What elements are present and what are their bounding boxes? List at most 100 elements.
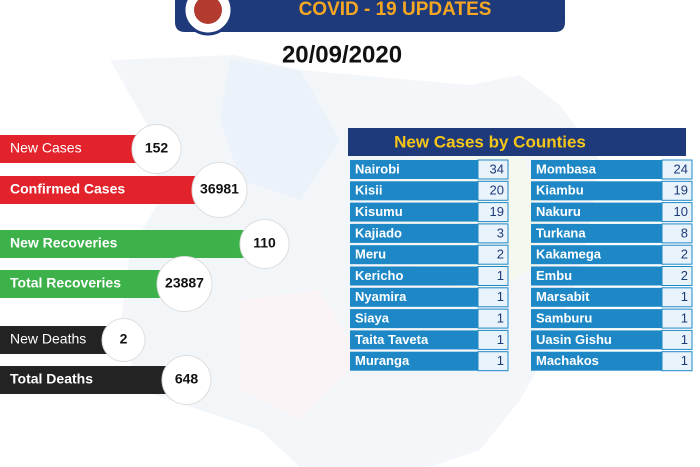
county-name-cell <box>531 351 662 371</box>
county-value-cell <box>477 180 509 201</box>
county-value-cell <box>477 329 509 350</box>
county-name-cell <box>350 160 478 179</box>
county-name-cell <box>350 309 478 329</box>
county-name-cell <box>350 223 478 243</box>
county-name-cell <box>531 202 662 222</box>
header-banner <box>175 0 565 32</box>
county-name: Nyamira <box>355 289 407 304</box>
county-value: 2 <box>681 268 688 283</box>
county-value-cell <box>661 244 693 265</box>
county-value: 1 <box>681 332 688 347</box>
stat-value: 23887 <box>165 275 204 291</box>
county-value-cell <box>661 351 693 372</box>
header-title: COVID - 19 UPDATES <box>299 0 492 20</box>
stat-bar <box>0 270 165 298</box>
county-name: Siaya <box>355 311 390 326</box>
county-value: 1 <box>681 353 688 368</box>
county-value: 2 <box>497 247 504 262</box>
stat-badge <box>191 162 248 218</box>
stat-bar <box>0 366 170 394</box>
county-value: 1 <box>497 268 504 283</box>
stat-label: Confirmed Cases <box>10 181 125 197</box>
county-name: Nakuru <box>536 204 581 219</box>
county-value-cell <box>661 202 693 223</box>
stat-badge <box>101 318 146 362</box>
county-value-cell <box>477 287 509 308</box>
stat-bar <box>0 135 140 163</box>
map-region <box>220 60 340 200</box>
stat-value: 110 <box>253 235 276 251</box>
logo-emblem <box>194 0 222 24</box>
county-value: 1 <box>497 353 504 368</box>
county-value: 1 <box>497 332 504 347</box>
stat-label: New Deaths <box>10 331 86 347</box>
county-name: Samburu <box>536 311 592 326</box>
stat-value: 648 <box>175 371 199 387</box>
county-name-cell <box>531 287 662 307</box>
county-name: Taita Taveta <box>355 332 429 347</box>
county-name: Kisii <box>355 183 382 198</box>
county-name: Marsabit <box>536 289 590 304</box>
stat-badge <box>239 219 290 269</box>
county-value-cell <box>661 308 693 329</box>
county-name: Embu <box>536 268 572 283</box>
stat-value: 2 <box>120 331 128 347</box>
stat-badge <box>156 256 213 312</box>
county-name: Mombasa <box>536 161 597 176</box>
county-name: Kajiado <box>355 225 402 240</box>
county-value: 8 <box>681 225 688 240</box>
county-name-cell <box>531 309 662 329</box>
county-value: 20 <box>490 183 504 198</box>
county-value-cell <box>477 159 509 180</box>
counties-title-bar <box>348 128 686 156</box>
county-value-cell <box>477 308 509 329</box>
county-name: Uasin Gishu <box>536 332 612 347</box>
stat-label: Total Recoveries <box>10 275 121 291</box>
county-value-cell <box>661 329 693 350</box>
county-name: Kakamega <box>536 247 602 262</box>
county-value: 1 <box>681 311 688 326</box>
county-value: 1 <box>497 311 504 326</box>
county-name-cell <box>350 181 478 201</box>
county-name-cell <box>531 223 662 243</box>
county-name-cell <box>350 287 478 307</box>
stat-badge <box>161 355 212 405</box>
stat-bar <box>0 176 200 204</box>
county-value-cell <box>477 202 509 223</box>
stat-label: New Cases <box>10 140 82 156</box>
county-value: 1 <box>497 289 504 304</box>
county-value: 3 <box>497 225 504 240</box>
county-name: Turkana <box>536 225 586 240</box>
stat-value: 152 <box>145 140 169 156</box>
county-value: 19 <box>490 204 504 219</box>
county-name-cell <box>531 330 662 350</box>
stat-bar <box>0 230 248 258</box>
stat-value: 36981 <box>200 181 239 197</box>
stat-bar <box>0 326 110 354</box>
county-name: Nairobi <box>355 161 400 176</box>
county-value-cell <box>661 287 693 308</box>
county-value-cell <box>661 266 693 286</box>
county-value: 2 <box>681 247 688 262</box>
county-value-cell <box>661 223 693 244</box>
county-value: 19 <box>674 183 688 198</box>
stat-label: Total Deaths <box>10 371 93 387</box>
county-value: 1 <box>681 289 688 304</box>
date: 20/09/2020 <box>282 41 402 68</box>
county-name-cell <box>531 245 662 265</box>
county-name-cell <box>531 266 662 286</box>
county-name: Kisumu <box>355 204 403 219</box>
county-value: 10 <box>674 204 688 219</box>
county-name-cell <box>350 202 478 222</box>
county-name: Machakos <box>536 353 599 368</box>
county-name-cell <box>350 245 478 265</box>
county-value-cell <box>661 180 693 201</box>
map-region <box>240 290 360 420</box>
county-name-cell <box>350 351 478 371</box>
county-name: Meru <box>355 247 386 262</box>
county-value-cell <box>477 266 509 286</box>
county-name: Kiambu <box>536 183 584 198</box>
county-name-cell <box>531 160 662 179</box>
